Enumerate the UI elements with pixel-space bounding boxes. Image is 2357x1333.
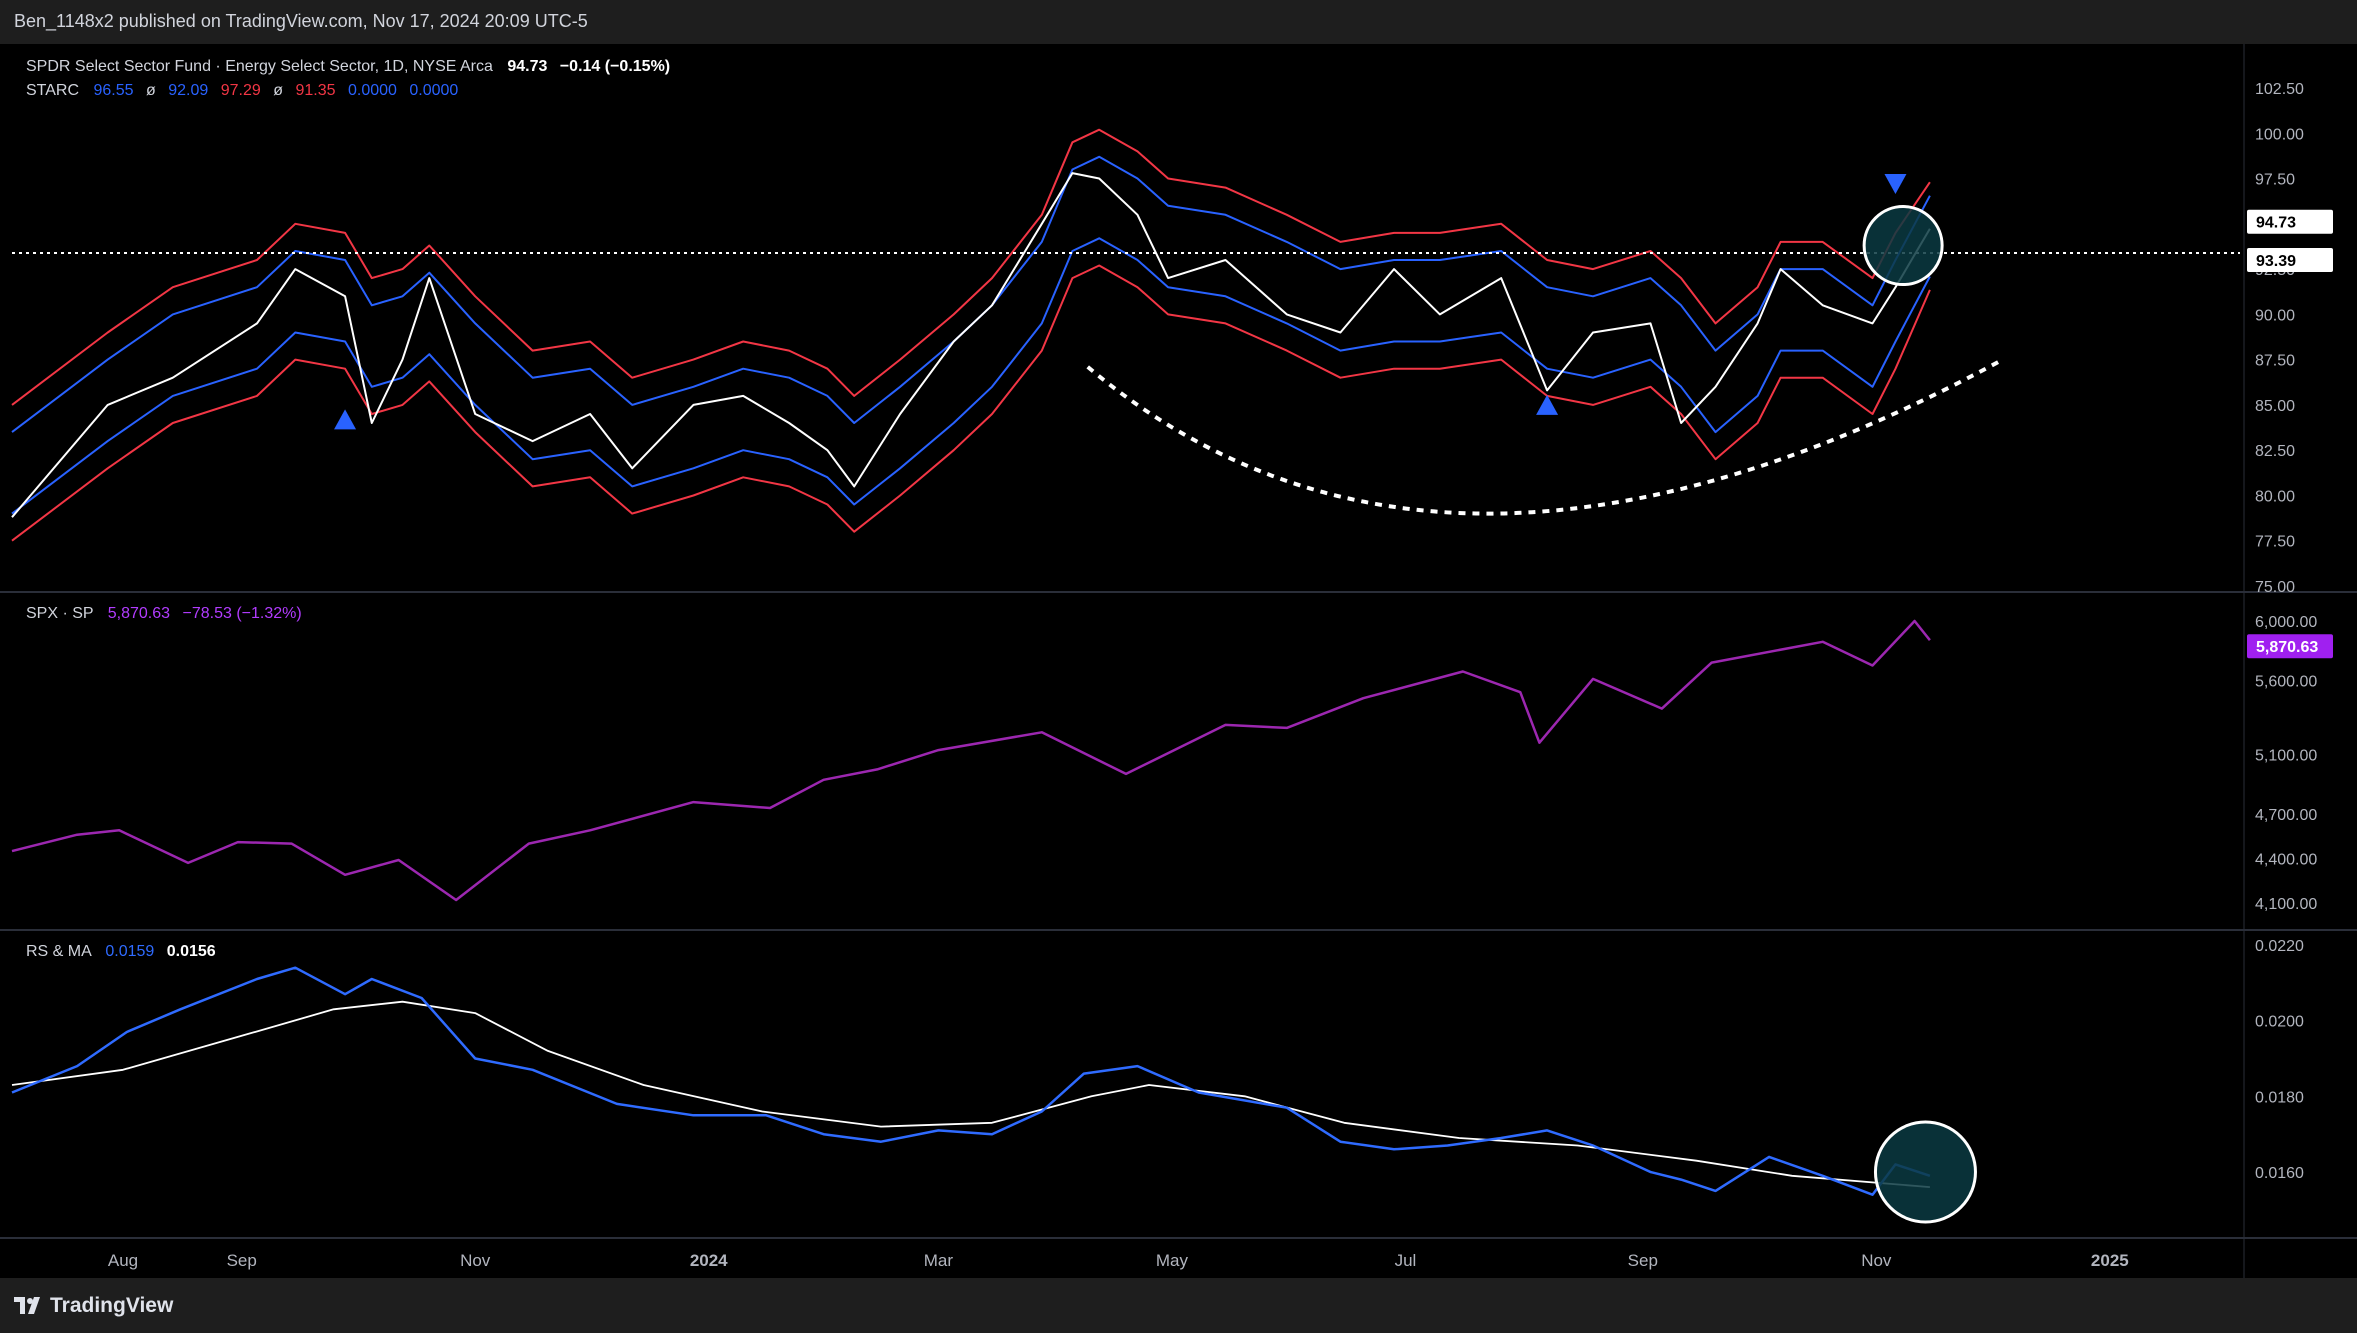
x-tick-label: Aug xyxy=(108,1251,138,1270)
legend-rs-name: RS & MA xyxy=(26,943,92,960)
y-tick-label: 87.50 xyxy=(2255,353,2295,370)
highlight-circle-rs xyxy=(1873,1120,1977,1224)
y-tick-label: 0.0180 xyxy=(2255,1089,2304,1106)
y-tick-label: 85.00 xyxy=(2255,398,2295,415)
legend-starc-v6: 0.0000 xyxy=(409,82,458,99)
y-tick-label: 77.50 xyxy=(2255,534,2295,551)
legend-spx: SPX · SP 5,870.63 −78.53 (−1.32%) xyxy=(26,605,302,622)
starc-upper-inner-band xyxy=(11,155,1931,433)
x-tick-label: Nov xyxy=(1861,1251,1892,1270)
legend-starc: STARC 96.55 ø 92.09 97.29 ø 91.35 0.0000… xyxy=(26,82,458,99)
legend-rs: RS & MA 0.0159 0.0156 xyxy=(26,943,216,960)
svg-text:5,870.63: 5,870.63 xyxy=(2256,639,2318,656)
buy-arrow-marker xyxy=(334,409,357,430)
y-tick-label: 6,000.00 xyxy=(2255,614,2317,631)
legend-main: SPDR Select Sector Fund · Energy Select … xyxy=(26,58,670,75)
ma-line xyxy=(11,1000,1930,1188)
legend-main-price: 94.73 xyxy=(507,58,547,75)
tradingview-icon xyxy=(14,1297,40,1314)
x-tick-label: Nov xyxy=(460,1251,491,1270)
legend-rs-v2: 0.0156 xyxy=(167,943,216,960)
x-tick-label: 2025 xyxy=(2091,1251,2129,1270)
legend: SPDR Select Sector Fund · Energy Select … xyxy=(26,58,670,960)
legend-spx-value: 5,870.63 xyxy=(108,605,170,622)
y-tick-label: 97.50 xyxy=(2255,172,2295,189)
legend-main-title: SPDR Select Sector Fund · Energy Select … xyxy=(26,58,493,75)
y-tick-label: 0.0200 xyxy=(2255,1014,2304,1031)
starc-lower-band xyxy=(11,264,1931,542)
published-text: Ben_1148x2 published on TradingView.com,… xyxy=(14,11,588,31)
y-tick-label: 75.00 xyxy=(2255,579,2295,596)
legend-spx-change: −78.53 (−1.32%) xyxy=(182,605,301,622)
footer-bar: TradingView xyxy=(0,1278,2357,1333)
rs-line xyxy=(11,966,1931,1196)
y-tick-label: 4,400.00 xyxy=(2255,851,2317,868)
x-tick-label: May xyxy=(1156,1251,1189,1270)
y-tick-label: 5,600.00 xyxy=(2255,673,2317,690)
x-tick-label: Jul xyxy=(1395,1251,1417,1270)
y-tick-label: 4,100.00 xyxy=(2255,896,2317,913)
sell-arrow-marker xyxy=(1884,173,1907,194)
last-price-tag: 94.73 xyxy=(2247,209,2333,234)
spx-last-value-tag: 5,870.63 xyxy=(2247,634,2333,659)
y-tick-label: 4,700.00 xyxy=(2255,807,2317,824)
rounding-bottom-arc xyxy=(1086,357,2004,516)
starc-lower-inner-band xyxy=(11,237,1931,515)
legend-starc-v1: 96.55 xyxy=(94,82,134,99)
x-tick-label: Sep xyxy=(1628,1251,1658,1270)
x-tick-label: 2024 xyxy=(690,1251,728,1270)
starc-upper-band xyxy=(11,128,1931,406)
x-tick-label: Sep xyxy=(227,1251,257,1270)
svg-text:93.39: 93.39 xyxy=(2256,253,2296,270)
legend-main-change: −0.14 (−0.15%) xyxy=(560,58,670,75)
legend-spx-name: SPX · SP xyxy=(26,605,93,622)
highlight-circle xyxy=(1862,205,1944,287)
y-tick-label: 82.50 xyxy=(2255,443,2295,460)
x-tick-label: Mar xyxy=(924,1251,954,1270)
y-tick-label: 100.00 xyxy=(2255,126,2304,143)
legend-starc-v2: 92.09 xyxy=(168,82,208,99)
y-tick-label: 0.0220 xyxy=(2255,938,2304,955)
reference-price-tag: 93.39 xyxy=(2247,247,2333,272)
legend-starc-name: STARC xyxy=(26,82,79,99)
chart-area[interactable]: 102.50100.0097.5092.5090.0087.5085.0082.… xyxy=(0,44,2357,1278)
tradingview-wordmark: TradingView xyxy=(50,1294,174,1317)
published-header: Ben_1148x2 published on TradingView.com,… xyxy=(0,0,2357,44)
svg-text:94.73: 94.73 xyxy=(2256,215,2296,232)
tradingview-logo[interactable]: TradingView xyxy=(14,1294,173,1318)
spx-line xyxy=(11,619,1931,902)
legend-starc-sep2: ø xyxy=(273,82,283,99)
legend-rs-v1: 0.0159 xyxy=(105,943,154,960)
legend-starc-sep1: ø xyxy=(146,82,156,99)
y-tick-label: 80.00 xyxy=(2255,488,2295,505)
y-tick-label: 0.0160 xyxy=(2255,1165,2304,1182)
legend-starc-v5: 0.0000 xyxy=(348,82,397,99)
legend-starc-v4: 91.35 xyxy=(295,82,335,99)
legend-starc-v3: 97.29 xyxy=(221,82,261,99)
price-line xyxy=(11,172,1931,518)
y-tick-label: 102.50 xyxy=(2255,81,2304,98)
y-tick-label: 5,100.00 xyxy=(2255,748,2317,765)
y-tick-label: 90.00 xyxy=(2255,307,2295,324)
buy-arrow-marker xyxy=(1536,394,1559,415)
